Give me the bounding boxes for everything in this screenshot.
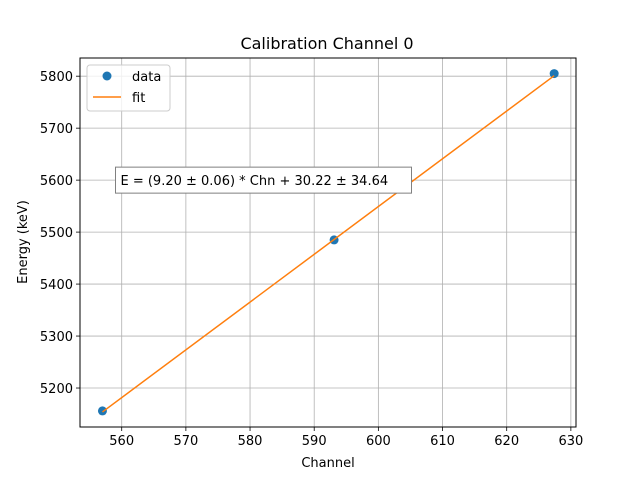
- y-axis-label: Energy (keV): [16, 200, 31, 284]
- y-tick-label: 5500: [40, 226, 73, 241]
- fit-equation-annotation: E = (9.20 ± 0.06) * Chn + 30.22 ± 34.64: [120, 174, 388, 189]
- x-tick-label: 620: [494, 434, 519, 449]
- x-tick-label: 630: [558, 434, 583, 449]
- legend-label-fit: fit: [132, 91, 145, 106]
- y-tick-label: 5700: [40, 122, 73, 137]
- data-point: [549, 69, 559, 79]
- plot-frame: [79, 57, 577, 428]
- x-tick-label: 590: [302, 434, 327, 449]
- y-tick-label: 5400: [40, 278, 73, 293]
- y-axis-ticks: 5200 5300 5400 5500 5600 5700 5800: [40, 70, 80, 397]
- chart-title: Calibration Channel 0: [240, 34, 413, 53]
- x-axis-ticks: 560 570 580 590 600 610 620 630: [109, 427, 583, 449]
- y-tick-label: 5800: [40, 70, 73, 85]
- x-axis-label: Channel: [301, 456, 354, 471]
- series-layer: [97, 69, 559, 416]
- y-tick-label: 5200: [40, 382, 73, 397]
- data-point: [97, 406, 107, 416]
- annotation-box: [114, 166, 412, 194]
- x-tick-label: 560: [109, 434, 134, 449]
- y-tick-label: 5300: [40, 330, 73, 345]
- y-tick-label: 5600: [40, 174, 73, 189]
- legend-label-data: data: [132, 70, 161, 85]
- grid-lines: [80, 58, 576, 427]
- legend: data fit: [86, 64, 171, 112]
- x-tick-label: 600: [366, 434, 391, 449]
- legend-marker-data: [102, 71, 112, 81]
- x-tick-label: 580: [238, 434, 263, 449]
- fit-line: [102, 75, 555, 413]
- x-tick-label: 570: [173, 434, 198, 449]
- annotation-layer: E = (9.20 ± 0.06) * Chn + 30.22 ± 34.64: [114, 166, 412, 194]
- x-tick-label: 610: [430, 434, 455, 449]
